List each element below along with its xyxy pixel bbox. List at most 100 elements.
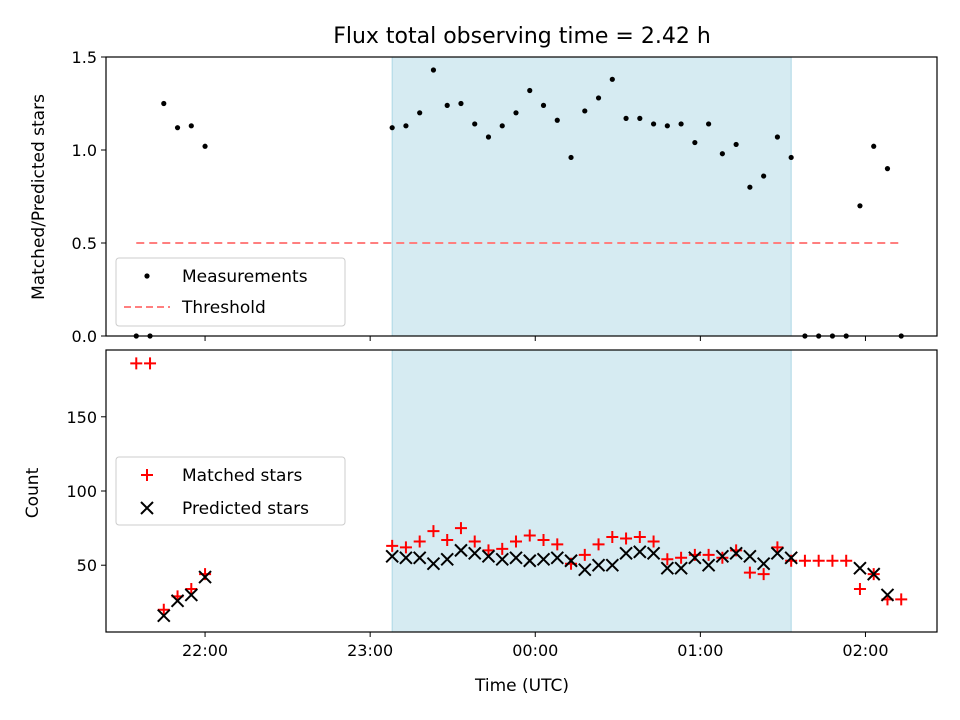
matched-stars-point xyxy=(620,532,633,545)
predicted-stars-point xyxy=(660,561,675,575)
bottom-y-tick-label: 100 xyxy=(66,482,97,501)
matched-stars-point xyxy=(757,568,770,581)
measurement-point xyxy=(747,184,753,190)
matched-stars-point xyxy=(743,566,756,579)
predicted-stars-point xyxy=(633,545,647,559)
predicted-stars-point xyxy=(701,558,716,572)
predicted-stars-point xyxy=(440,552,454,566)
matched-stars-point xyxy=(812,554,825,567)
top-legend-box xyxy=(115,257,346,327)
legend-matched-label: Matched stars xyxy=(182,466,302,486)
top-axes-frame xyxy=(105,56,938,337)
x-axis-label: Time (UTC) xyxy=(474,676,569,696)
measurement-point xyxy=(692,139,698,146)
bottom-legend: Matched stars Predicted stars xyxy=(115,456,346,526)
matched-stars-point xyxy=(185,582,198,595)
top-shaded-region-layer xyxy=(391,56,792,337)
predicted-stars-point xyxy=(509,551,523,565)
predicted-stars-point xyxy=(880,588,895,602)
predicted-stars-point xyxy=(784,551,798,565)
predicted-stars-point xyxy=(198,570,212,584)
legend-measurements-marker xyxy=(144,273,150,279)
measurement-point xyxy=(513,110,519,116)
measurement-point xyxy=(719,151,725,157)
measurement-point xyxy=(678,121,684,127)
bottom-x-ticks: 22:00 23:00 00:00 01:00 02:00 xyxy=(182,632,889,660)
predicted-stars-point xyxy=(756,557,771,571)
matched-stars-point xyxy=(496,542,509,555)
measurement-point xyxy=(664,123,670,129)
matched-stars-point xyxy=(895,593,908,606)
bottom-panel: 50 100 150 22:00 23:00 00:00 01:00 02:00 Count… xyxy=(23,349,938,696)
predicted-stars-point xyxy=(605,558,620,572)
matched-stars-point xyxy=(675,551,688,564)
matched-stars-point xyxy=(386,539,399,552)
measurement-point xyxy=(417,110,423,116)
measurement-point xyxy=(857,203,863,209)
measurement-point xyxy=(582,108,588,114)
matched-stars-point xyxy=(130,357,143,370)
matched-stars-point xyxy=(509,535,522,548)
predicted-stars-point xyxy=(184,588,199,602)
predicted-stars-point xyxy=(564,554,578,568)
predicted-stars-point xyxy=(674,561,688,575)
predicted-stars-point xyxy=(536,552,551,566)
top-y-tick-label: 1.0 xyxy=(72,141,97,160)
matched-stars-point xyxy=(647,535,660,548)
matched-stars-point xyxy=(853,582,866,595)
measurement-point xyxy=(485,134,492,140)
predicted-stars-point xyxy=(550,551,564,565)
measurement-point xyxy=(788,154,794,161)
measurement-point xyxy=(430,67,437,73)
measurement-point xyxy=(389,125,395,131)
measurement-point xyxy=(188,123,194,129)
legend-measurements-label: Measurements xyxy=(182,267,308,287)
predicted-stars-point xyxy=(399,551,413,565)
matched-stars-point xyxy=(468,535,481,548)
chart-title: Flux total observing time = 2.42 h xyxy=(333,24,711,49)
predicted-stars-point xyxy=(646,546,661,561)
measurement-point xyxy=(202,143,208,149)
x-tick-label: 22:00 xyxy=(182,641,228,660)
predicted-stars-point xyxy=(619,546,633,561)
measurement-point xyxy=(761,173,767,179)
top-panel: Flux total observing time = 2.42 h 0.00.… xyxy=(29,24,938,346)
matched-stars-point xyxy=(144,357,157,370)
measurement-point xyxy=(568,154,574,161)
top-y-tick-label: 1.5 xyxy=(72,48,97,67)
matched-stars-point xyxy=(157,603,170,616)
legend-predicted-label: Predicted stars xyxy=(182,499,309,519)
bottom-shaded-region-layer xyxy=(391,349,792,633)
top-y-ticks: 0.0 0.5 1.0 1.5 xyxy=(72,48,106,346)
bottom-data-layer xyxy=(130,357,908,623)
bottom-y-axis-label: Count xyxy=(23,467,43,518)
predicted-stars-point xyxy=(688,551,702,565)
matched-stars-point xyxy=(633,531,646,544)
top-y-tick-label: 0.5 xyxy=(72,234,97,253)
predicted-stars-point xyxy=(523,554,537,568)
measurement-point xyxy=(458,100,464,107)
legend-matched-marker xyxy=(141,469,153,481)
predicted-stars-point xyxy=(468,546,482,561)
measurement-point xyxy=(527,87,533,94)
predicted-stars-point xyxy=(715,549,730,564)
x-tick-label: 23:00 xyxy=(347,641,393,660)
measurement-point xyxy=(637,115,643,121)
predicted-stars-point xyxy=(454,543,468,558)
predicted-stars-point xyxy=(770,546,785,561)
observing-window-shade xyxy=(391,56,792,337)
x-tick-label: 01:00 xyxy=(677,641,723,660)
measurement-point xyxy=(774,134,781,140)
measurement-point xyxy=(540,102,547,108)
matched-stars-point xyxy=(578,548,591,561)
matched-stars-point xyxy=(413,535,426,548)
predicted-stars-point xyxy=(426,557,441,571)
bottom-y-ticks: 50 100 150 xyxy=(66,408,106,575)
measurement-point xyxy=(884,166,891,172)
predicted-stars-point xyxy=(412,551,427,565)
observing-window-shade xyxy=(391,349,792,633)
predicted-stars-point xyxy=(157,608,171,623)
measurement-point xyxy=(472,121,478,127)
top-legend: Measurements Threshold xyxy=(115,257,346,327)
